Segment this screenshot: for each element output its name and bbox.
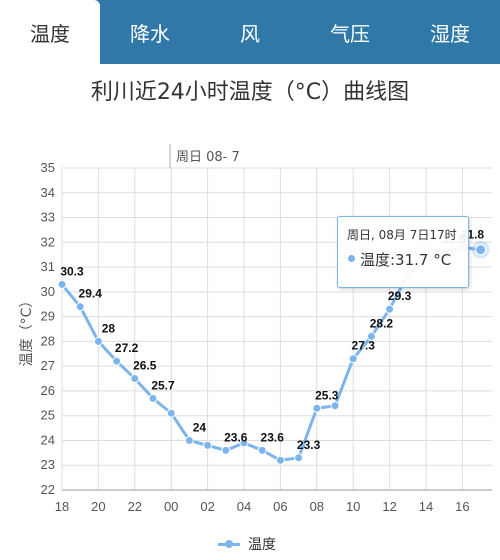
data-point	[330, 401, 340, 411]
data-point	[221, 445, 231, 455]
y-tick-label: 28	[41, 333, 55, 348]
legend-marker-icon	[218, 539, 240, 548]
x-tick-label: 20	[91, 499, 105, 514]
data-label: 25.7	[151, 378, 175, 392]
tab-humidity[interactable]: 湿度	[430, 21, 470, 46]
x-tick-label: 14	[419, 499, 433, 514]
y-tick-label: 25	[41, 408, 55, 423]
data-point	[203, 440, 213, 450]
data-label: 28.2	[370, 316, 394, 330]
tooltip-value: 温度:31.7 °C	[360, 251, 452, 269]
y-tick-label: 26	[41, 383, 55, 398]
data-label: 27.2	[115, 341, 139, 355]
x-tick-label: 00	[164, 499, 178, 514]
legend-label: 温度	[248, 537, 276, 553]
data-point	[366, 331, 376, 341]
data-label: 23.3	[297, 438, 321, 452]
data-point	[239, 438, 249, 448]
data-point	[57, 279, 67, 289]
y-tick-label: 33	[41, 210, 55, 225]
date-marker-label: 周日 08- 7	[176, 150, 240, 165]
x-tick-label: 10	[346, 499, 360, 514]
chart-title: 利川近24小时温度（°C）曲线图	[90, 80, 410, 105]
x-tick-label: 04	[237, 499, 251, 514]
tab-bar: 温度 降水 风 气压 湿度	[0, 0, 500, 64]
data-label: 23.6	[261, 430, 285, 444]
x-tick-label: 18	[55, 499, 69, 514]
y-tick-label: 30	[41, 284, 55, 299]
data-point	[93, 336, 103, 346]
y-tick-label: 29	[41, 309, 55, 324]
tab-pressure[interactable]: 气压	[330, 21, 370, 46]
y-tick-label: 27	[41, 358, 55, 373]
y-tick-label: 32	[41, 234, 55, 249]
x-tick-label: 16	[455, 499, 469, 514]
data-point	[294, 453, 304, 463]
data-label: 25.3	[315, 388, 339, 402]
data-point	[385, 304, 395, 314]
legend-item-temperature[interactable]: 温度	[218, 534, 276, 554]
y-tick-label: 31	[41, 259, 55, 274]
data-label: 29.4	[79, 287, 103, 301]
y-tick-label: 22	[41, 482, 55, 497]
y-tick-label: 23	[41, 457, 55, 472]
tab-wind[interactable]: 风	[240, 21, 260, 46]
data-point	[166, 408, 176, 418]
x-tick-label: 02	[200, 499, 214, 514]
y-tick-label: 34	[41, 185, 55, 200]
tab-precipitation[interactable]: 降水	[130, 21, 170, 46]
x-tick-label: 06	[273, 499, 287, 514]
data-point	[475, 244, 487, 256]
data-point	[75, 302, 85, 312]
tab-temperature[interactable]: 温度	[0, 0, 100, 64]
x-axis-ticks: 18 20 22 00 02 04 06 08 10 12 14 16	[55, 499, 470, 514]
data-label: 23.6	[224, 430, 248, 444]
data-label: 30.3	[60, 264, 84, 278]
x-tick-label: 08	[310, 499, 324, 514]
data-label: 29.3	[388, 289, 412, 303]
data-point	[348, 354, 358, 364]
x-tick-label: 12	[382, 499, 396, 514]
y-axis-ticks: 22 23 24 25 26 27 28 29 30 31 32 33 34 35	[41, 160, 55, 497]
data-point	[184, 435, 194, 445]
date-marker: 周日 08- 7	[169, 144, 240, 168]
data-point	[312, 403, 322, 413]
x-tick-label: 22	[128, 499, 142, 514]
data-label: 24	[193, 420, 207, 434]
data-point	[112, 356, 122, 366]
y-tick-label: 35	[41, 160, 55, 175]
data-point	[130, 374, 140, 384]
chart-tooltip: 周日, 08月 7日17时 温度:31.7 °C	[337, 216, 469, 288]
data-point	[148, 393, 158, 403]
y-tick-label: 24	[41, 432, 55, 447]
data-point	[275, 455, 285, 465]
data-label: 27.3	[352, 339, 376, 353]
data-label: 26.5	[133, 359, 157, 373]
data-point	[257, 445, 267, 455]
data-label: 28	[102, 321, 116, 335]
tooltip-header: 周日, 08月 7日17时	[347, 228, 457, 242]
y-axis-label: 温度（°C）	[19, 294, 35, 367]
tooltip-marker-icon	[348, 255, 355, 262]
